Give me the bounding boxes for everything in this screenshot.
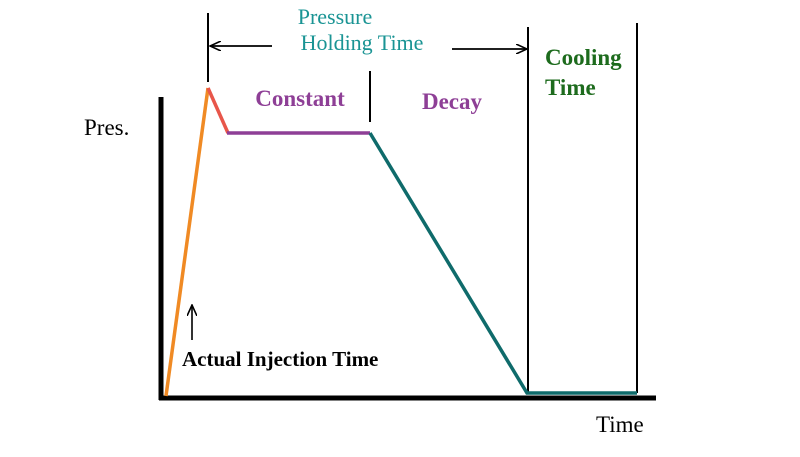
decay-and-cooling-segment <box>368 132 637 395</box>
pressure-holding-label-line1: Pressure <box>298 4 373 29</box>
cooling-label-line2: Time <box>545 75 596 100</box>
y-axis-label: Pres. <box>84 115 129 140</box>
peak-drop-segment <box>206 87 230 134</box>
constant-label: Constant <box>255 86 345 111</box>
decay-label: Decay <box>422 89 483 114</box>
pressure-holding-label-line2: Holding Time <box>301 30 424 55</box>
injection-label: Actual Injection Time <box>182 347 378 371</box>
x-axis-label: Time <box>596 412 644 437</box>
cooling-label-line1: Cooling <box>545 45 622 70</box>
injection-segment <box>164 87 210 397</box>
